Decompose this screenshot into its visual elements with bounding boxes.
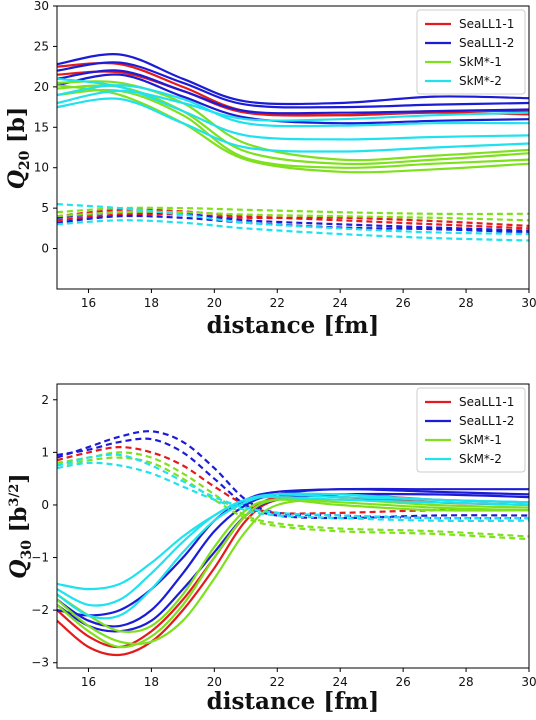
x-tick-label: 18 xyxy=(144,296,159,310)
x-tick-label: 24 xyxy=(333,296,348,310)
legend-label: SeaLL1-2 xyxy=(459,36,514,50)
legend: SeaLL1-1 SeaLL1-2 SkM*-1 SkM*-2 xyxy=(416,9,526,95)
series-line-skm-2-16 xyxy=(57,461,529,523)
x-tick-label: 16 xyxy=(81,675,96,689)
x-tick-label: 26 xyxy=(395,675,410,689)
y-tick-label: 25 xyxy=(34,39,49,53)
series-line-skm-2-20 xyxy=(57,203,529,236)
series-line-skm-1-15 xyxy=(57,210,529,222)
series-line-seall1-2-3 xyxy=(57,488,529,628)
y-tick-label: −2 xyxy=(31,603,49,617)
y-tick-label: 15 xyxy=(34,120,49,134)
x-tick-label: 30 xyxy=(521,675,536,689)
series-line-skm-2-17 xyxy=(57,453,529,520)
plot-frame xyxy=(56,383,530,669)
legend-label: SeaLL1-1 xyxy=(459,17,514,31)
x-tick-label: 20 xyxy=(207,296,222,310)
series-line-seall1-1-2 xyxy=(57,445,529,515)
y-tick-label: 30 xyxy=(34,0,49,13)
y-tick-label: 1 xyxy=(41,445,49,459)
x-tick-label: 28 xyxy=(458,675,473,689)
series-line-skm-1-11 xyxy=(57,451,529,538)
q20-panel: 16 18 20 22 24 26 28 30 0 5 10 15 20 25 30 distance [fm… xyxy=(4,0,536,339)
series-line-skm-1-10 xyxy=(57,80,529,162)
series-line-seall1-1-2 xyxy=(57,208,529,230)
series-line-seall1-2-7 xyxy=(57,73,529,125)
y-tick-label: 10 xyxy=(34,161,49,175)
series-line-skm-1-13 xyxy=(57,84,529,174)
x-tick-label: 16 xyxy=(81,296,96,310)
series-line-skm-1-10 xyxy=(57,498,529,634)
series-line-skm-2-21 xyxy=(57,219,529,242)
legend: SeaLL1-1 SeaLL1-2 SkM*-1 SkM*-2 xyxy=(416,387,526,473)
legend-box xyxy=(416,9,526,95)
plot-frame xyxy=(56,5,530,290)
series-line-skm-1-12 xyxy=(57,456,529,541)
x-tick-label: 18 xyxy=(144,675,159,689)
y-tick-label: −1 xyxy=(31,551,49,565)
x-tick-label: 22 xyxy=(270,296,285,310)
x-tick-label: 26 xyxy=(395,296,410,310)
series-line-skm-2-18 xyxy=(57,77,529,141)
x-axis-label: distance [fm] xyxy=(207,688,380,715)
x-tick-label: 20 xyxy=(207,675,222,689)
series-line-seall1-2-5 xyxy=(57,61,529,109)
x-tick-label: 24 xyxy=(333,675,348,689)
y-tick-label: 0 xyxy=(41,498,49,512)
y-tick-label: 20 xyxy=(34,80,49,94)
y-tick-label: 5 xyxy=(41,201,49,215)
legend-label: SkM*-2 xyxy=(459,74,502,88)
series-line-skm-1-12 xyxy=(57,88,529,169)
legend-label: SeaLL1-2 xyxy=(459,414,514,428)
series-line-seall1-2-4 xyxy=(57,53,529,106)
series-group xyxy=(57,53,529,242)
legend-label: SkM*-2 xyxy=(459,452,502,466)
series-line-skm-1-8 xyxy=(57,498,529,646)
y-tick-label: 2 xyxy=(41,393,49,407)
legend-box xyxy=(416,387,526,473)
series-line-seall1-1-3 xyxy=(57,212,529,227)
series-line-skm-2-15 xyxy=(57,492,529,620)
legend-label: SkM*-1 xyxy=(459,55,502,69)
y-tick-label: 0 xyxy=(41,242,49,256)
series-line-seall1-2-7 xyxy=(57,437,529,520)
x-tick-label: 30 xyxy=(521,296,536,310)
y-tick-label: −3 xyxy=(31,656,49,670)
series-line-seall1-2-9 xyxy=(57,214,529,234)
y-axis-label: Q30 [b3/2] xyxy=(6,473,35,578)
legend-label: SkM*-1 xyxy=(459,433,502,447)
series-line-skm-1-9 xyxy=(57,497,529,649)
series-line-seall1-2-4 xyxy=(57,492,529,633)
legend-label: SeaLL1-1 xyxy=(459,395,514,409)
series-line-skm-2-19 xyxy=(57,97,529,153)
y-axis-label: Q20 [b] xyxy=(4,107,33,190)
series-line-seall1-1-1 xyxy=(57,70,529,117)
series-line-skm-2-16 xyxy=(57,89,529,122)
x-tick-label: 22 xyxy=(270,675,285,689)
series-line-skm-2-17 xyxy=(57,84,529,128)
q30-panel: 16 18 20 22 24 26 28 30 −3 −2 −1 0 1 2 distance [fm] Q3… xyxy=(6,383,536,715)
x-tick-label: 28 xyxy=(458,296,473,310)
series-group xyxy=(57,430,529,657)
series-line-skm-2-14 xyxy=(57,495,529,607)
x-axis-label: distance [fm] xyxy=(207,312,380,339)
series-line-seall1-2-6 xyxy=(57,69,529,115)
